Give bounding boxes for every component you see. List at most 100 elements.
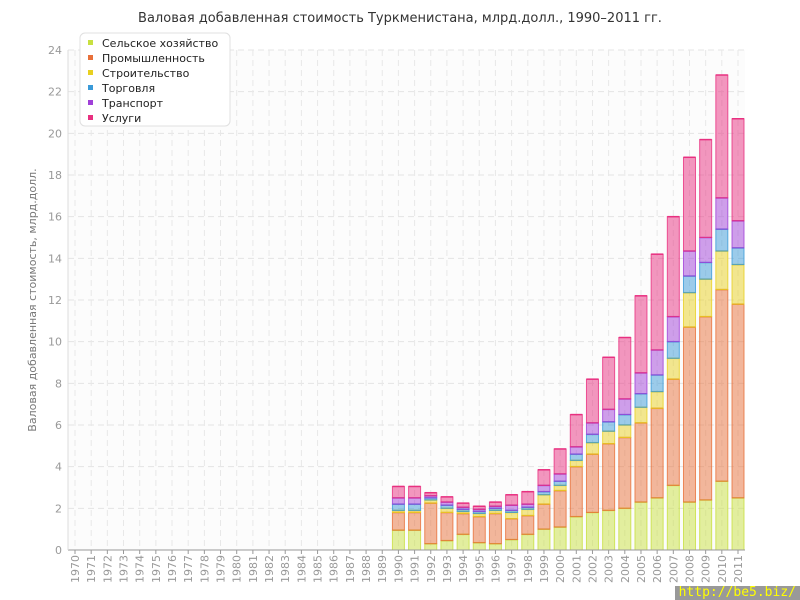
bar-segment[interactable]	[618, 424, 632, 438]
bar-segment[interactable]	[715, 197, 729, 230]
bar-segment[interactable]	[634, 422, 648, 503]
bar-segment[interactable]	[699, 262, 713, 280]
bar-segment[interactable]	[666, 341, 680, 359]
bar-segment[interactable]	[505, 518, 519, 541]
legend-item[interactable]: Строительство	[102, 67, 190, 80]
legend-item[interactable]: Транспорт	[101, 97, 164, 110]
bar-segment[interactable]	[618, 437, 632, 509]
bar-segment[interactable]	[618, 414, 632, 426]
bar-segment[interactable]	[682, 501, 696, 551]
bar-segment[interactable]	[424, 543, 438, 551]
bar-segment[interactable]	[505, 539, 519, 551]
bar-segment[interactable]	[569, 466, 583, 518]
bar-segment[interactable]	[505, 504, 519, 511]
bar-segment[interactable]	[731, 497, 745, 551]
bar-segment[interactable]	[456, 513, 470, 535]
bar-segment[interactable]	[391, 485, 405, 499]
bar-segment[interactable]	[699, 316, 713, 501]
bar-segment[interactable]	[731, 303, 745, 499]
bar-segment[interactable]	[521, 508, 535, 517]
bar-segment[interactable]	[634, 406, 648, 424]
bar-segment[interactable]	[650, 497, 664, 551]
bar-segment[interactable]	[715, 250, 729, 291]
bar-segment[interactable]	[666, 316, 680, 343]
bar-segment[interactable]	[553, 484, 567, 492]
bar-segment[interactable]	[618, 507, 632, 551]
bar-segment[interactable]	[634, 372, 648, 395]
bar-segment[interactable]	[715, 228, 729, 252]
bar-segment[interactable]	[699, 139, 713, 238]
legend-item[interactable]: Промышленность	[102, 52, 205, 65]
bar-segment[interactable]	[440, 512, 454, 542]
bar-segment[interactable]	[553, 448, 567, 475]
bar-segment[interactable]	[440, 496, 454, 503]
bar-segment[interactable]	[424, 502, 438, 545]
bar-segment[interactable]	[569, 414, 583, 448]
bar-segment[interactable]	[456, 533, 470, 551]
bar-segment[interactable]	[618, 398, 632, 416]
legend-item[interactable]: Услуги	[102, 112, 141, 125]
bar-segment[interactable]	[731, 264, 745, 305]
bar-segment[interactable]	[521, 491, 535, 505]
bar-segment[interactable]	[585, 442, 599, 455]
bar-segment[interactable]	[569, 446, 583, 455]
bar-segment[interactable]	[699, 278, 713, 318]
bar-segment[interactable]	[391, 529, 405, 551]
bar-segment[interactable]	[391, 512, 405, 531]
legend-item[interactable]: Торговля	[101, 82, 155, 95]
bar-segment[interactable]	[634, 295, 648, 374]
bar-segment[interactable]	[650, 391, 664, 409]
bar-segment[interactable]	[553, 490, 567, 528]
bar-segment[interactable]	[602, 430, 616, 445]
bar-segment[interactable]	[699, 499, 713, 551]
bar-segment[interactable]	[602, 443, 616, 511]
bar-segment[interactable]	[553, 473, 567, 482]
bar-segment[interactable]	[537, 503, 551, 530]
bar-segment[interactable]	[488, 543, 502, 551]
bar-segment[interactable]	[391, 503, 405, 511]
bar-segment[interactable]	[731, 247, 745, 266]
bar-segment[interactable]	[682, 275, 696, 294]
bar-segment[interactable]	[505, 512, 519, 520]
bar-segment[interactable]	[585, 433, 599, 444]
legend-item[interactable]: Сельское хозяйство	[102, 37, 218, 50]
bar-segment[interactable]	[553, 526, 567, 551]
bar-segment[interactable]	[408, 497, 422, 505]
bar-segment[interactable]	[569, 459, 583, 468]
bar-segment[interactable]	[521, 515, 535, 535]
bar-segment[interactable]	[408, 503, 422, 511]
bar-segment[interactable]	[666, 216, 680, 318]
bar-segment[interactable]	[391, 497, 405, 505]
bar-segment[interactable]	[408, 529, 422, 551]
bar-segment[interactable]	[537, 484, 551, 493]
bar-segment[interactable]	[602, 421, 616, 432]
bar-segment[interactable]	[682, 250, 696, 277]
bar-segment[interactable]	[537, 528, 551, 551]
bar-segment[interactable]	[715, 74, 729, 199]
bar-segment[interactable]	[650, 374, 664, 393]
bar-segment[interactable]	[666, 484, 680, 551]
bar-segment[interactable]	[666, 378, 680, 486]
bar-segment[interactable]	[731, 220, 745, 249]
bar-segment[interactable]	[666, 357, 680, 380]
bar-segment[interactable]	[634, 501, 648, 551]
bar-segment[interactable]	[488, 513, 502, 545]
bar-segment[interactable]	[585, 378, 599, 424]
bar-segment[interactable]	[472, 542, 486, 551]
bar-segment[interactable]	[715, 289, 729, 482]
bar-segment[interactable]	[634, 393, 648, 408]
bar-segment[interactable]	[505, 494, 519, 506]
bar-segment[interactable]	[585, 422, 599, 435]
bar-segment[interactable]	[602, 356, 616, 410]
bar-segment[interactable]	[618, 337, 632, 400]
bar-segment[interactable]	[650, 407, 664, 499]
bar-segment[interactable]	[650, 349, 664, 376]
bar-segment[interactable]	[699, 237, 713, 263]
bar-segment[interactable]	[440, 540, 454, 551]
bar-segment[interactable]	[585, 512, 599, 551]
bar-segment[interactable]	[569, 516, 583, 551]
bar-segment[interactable]	[537, 494, 551, 505]
bar-segment[interactable]	[408, 512, 422, 531]
bar-segment[interactable]	[731, 118, 745, 222]
bar-segment[interactable]	[715, 480, 729, 551]
